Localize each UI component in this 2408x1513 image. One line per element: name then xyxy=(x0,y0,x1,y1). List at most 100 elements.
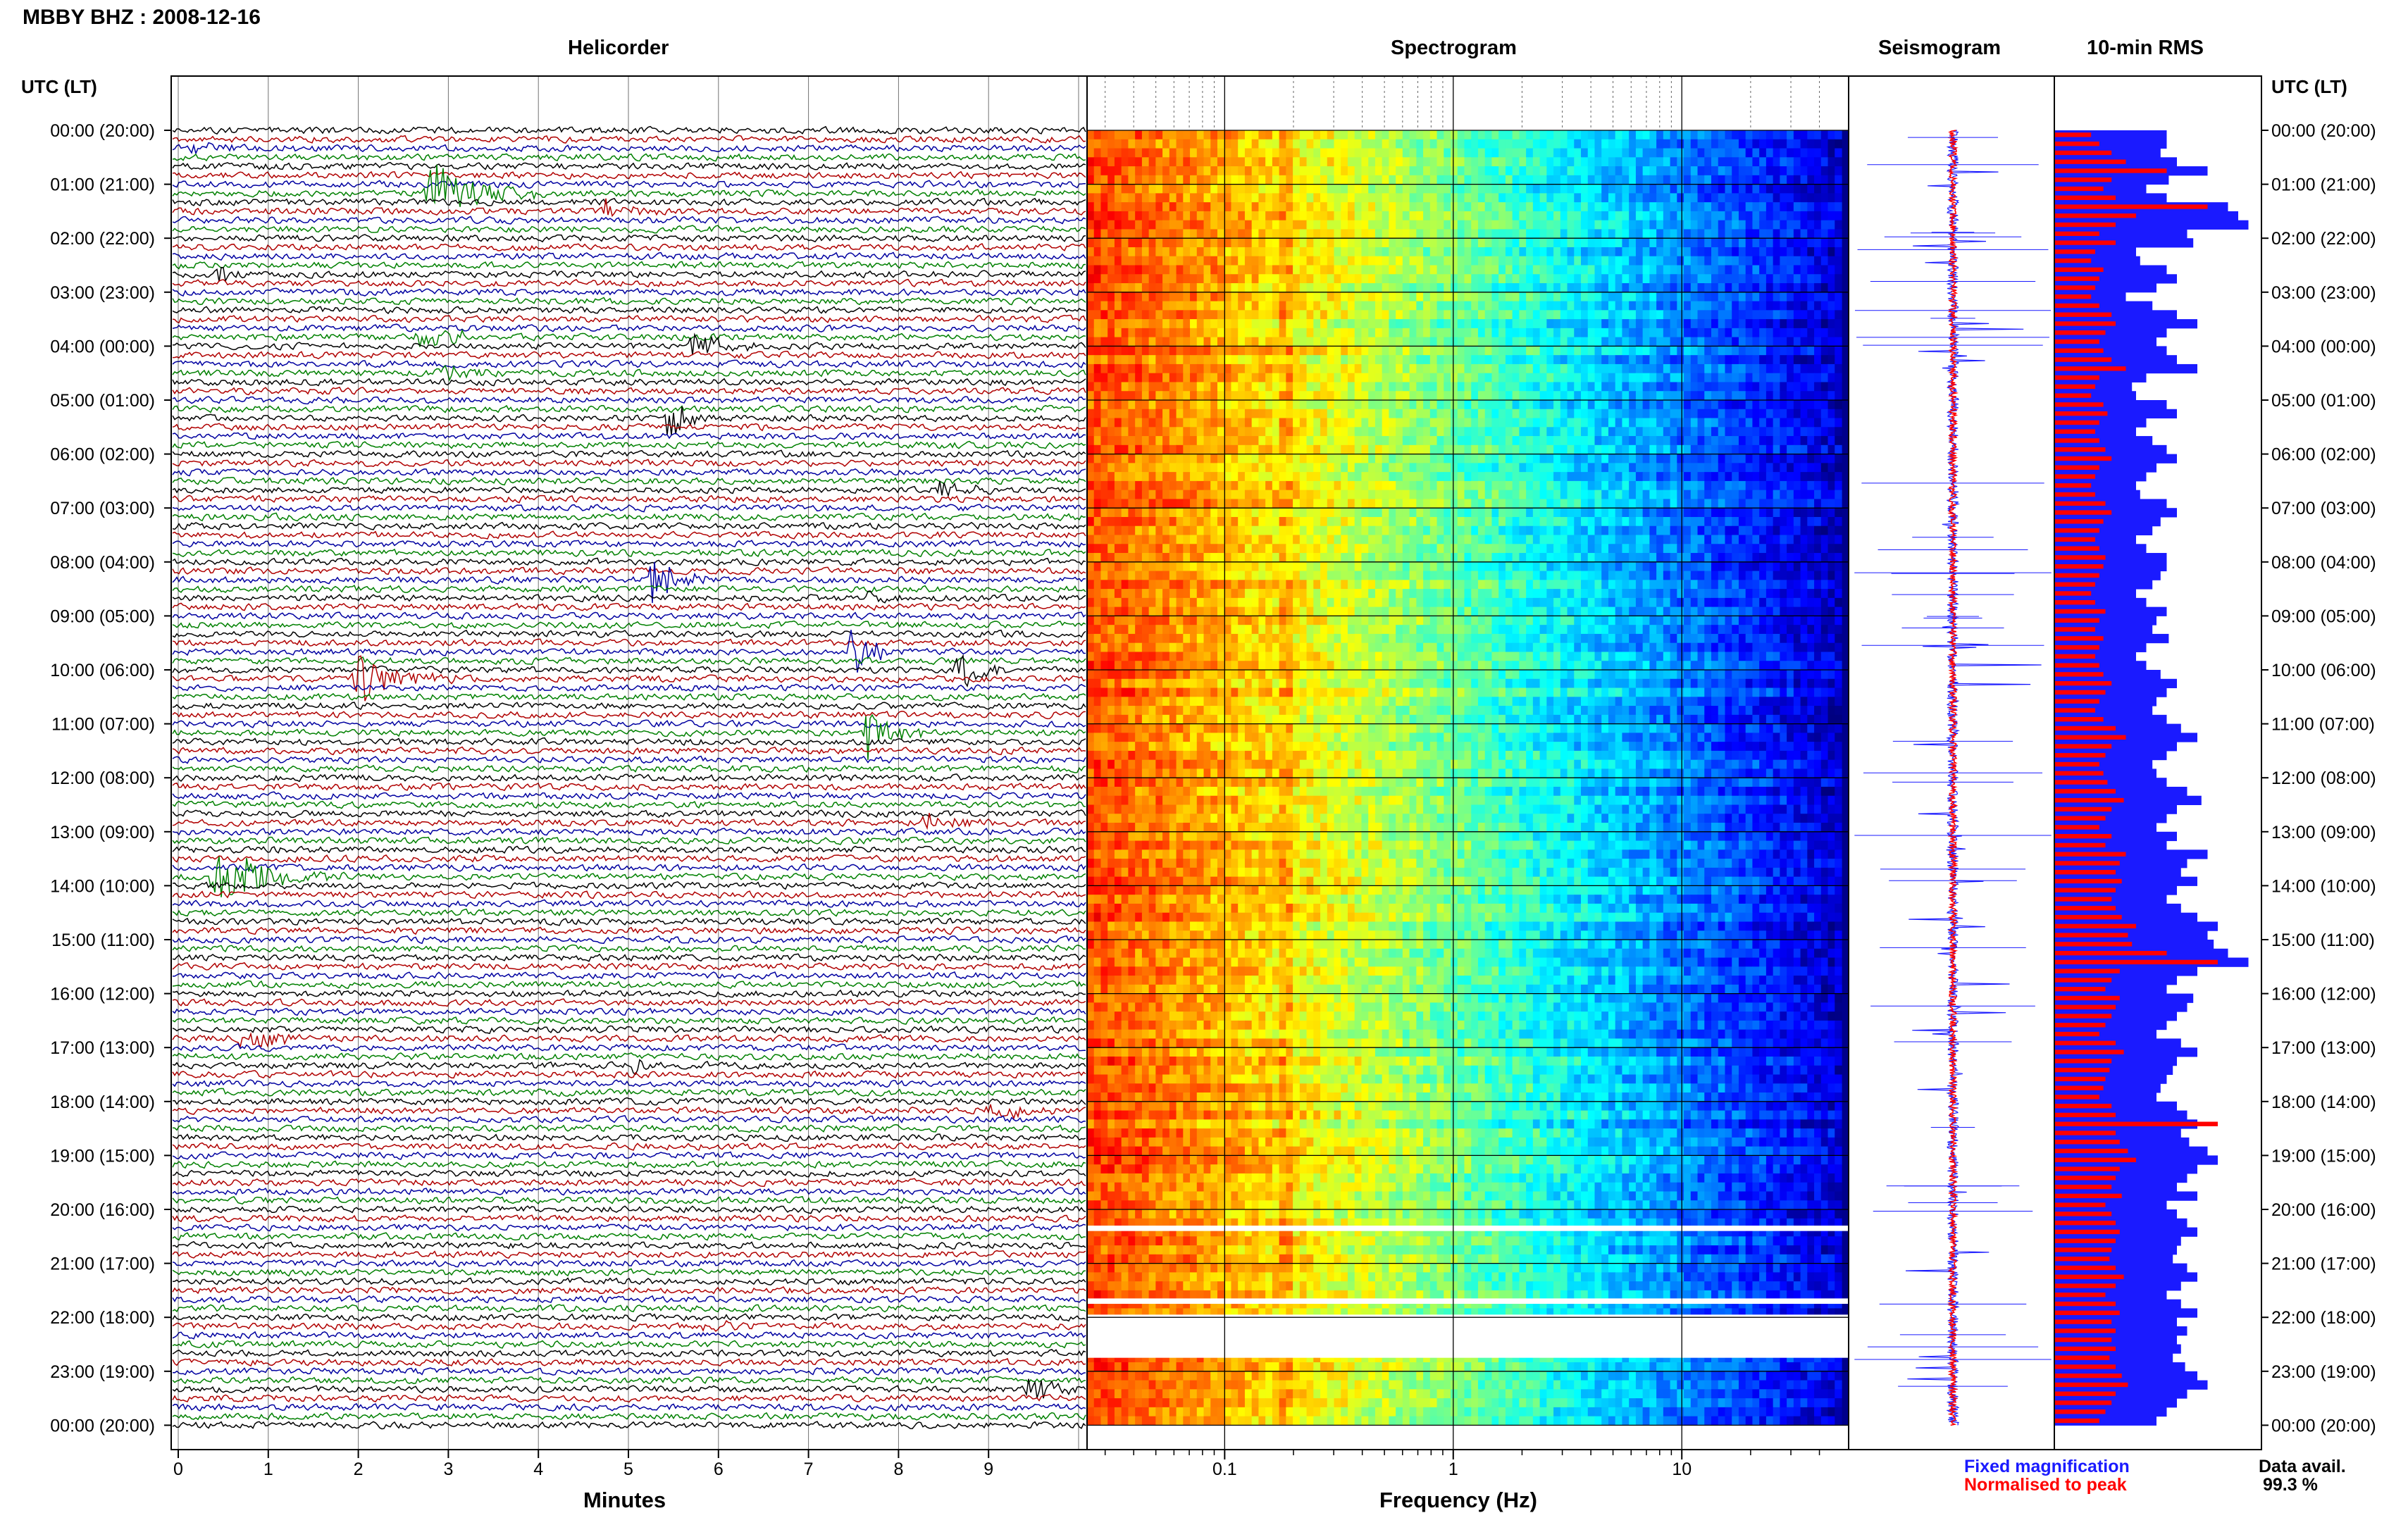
utc-tick-label-left: 10:00 (06:00) xyxy=(50,661,155,680)
rms-bar-normalised xyxy=(2054,1104,2111,1108)
rms-bar-normalised xyxy=(2054,1266,2116,1270)
rms-bar-normalised xyxy=(2054,708,2095,712)
rms-bar-normalised xyxy=(2054,1176,2116,1180)
rms-bar-normalised xyxy=(2054,1347,2116,1351)
rms-bar-normalised xyxy=(2054,483,2091,487)
rms-bar-normalised xyxy=(2054,1230,2120,1234)
utc-tick-label-right: 09:00 (05:00) xyxy=(2271,606,2376,626)
spectrogram-title: Spectrogram xyxy=(1391,37,1517,60)
utc-tick-label-right: 20:00 (16:00) xyxy=(2271,1200,2376,1220)
rms-bar-normalised xyxy=(2054,825,2099,829)
rms-bar-normalised xyxy=(2054,726,2116,730)
rms-bar-normalised xyxy=(2054,1275,2124,1279)
rms-bar-normalised xyxy=(2054,888,2116,892)
rms-bar-normalised xyxy=(2054,1364,2116,1369)
utc-tick-label-right: 06:00 (02:00) xyxy=(2271,445,2376,465)
utc-tick-label-left: 14:00 (10:00) xyxy=(50,876,155,896)
rms-bar-normalised xyxy=(2054,1050,2124,1054)
rms-bar-normalised xyxy=(2054,1338,2111,1342)
minutes-tick-label: 7 xyxy=(804,1459,814,1479)
rms-bar-normalised xyxy=(2054,492,2095,497)
data-avail-value: 99.3 % xyxy=(2263,1475,2318,1495)
rms-bar-normalised xyxy=(2054,466,2099,470)
rms-bar-normalised xyxy=(2054,385,2095,389)
rms-bar-normalised xyxy=(2054,762,2099,766)
rms-bar-normalised xyxy=(2054,502,2106,506)
rms-bar-normalised xyxy=(2054,573,2099,578)
utc-tick-label-right: 00:00 (20:00) xyxy=(2271,121,2376,141)
utc-tick-label-left: 22:00 (18:00) xyxy=(50,1308,155,1328)
rms-bar-normalised xyxy=(2054,1238,2116,1243)
utc-tick-label-left: 09:00 (05:00) xyxy=(50,606,155,626)
rms-bar-normalised xyxy=(2054,249,2095,254)
rms-bar-normalised xyxy=(2054,304,2099,308)
rms-bar-normalised xyxy=(2054,879,2122,883)
minutes-tick-label: 5 xyxy=(623,1459,633,1479)
frequency-tick-label: 0.1 xyxy=(1212,1459,1237,1479)
utc-tick-label-right: 19:00 (15:00) xyxy=(2271,1146,2376,1166)
rms-bar-normalised xyxy=(2054,870,2116,874)
rms-bar-normalised xyxy=(2054,771,2104,776)
rms-bar-normalised xyxy=(2054,349,2104,353)
utc-tick-label-right: 16:00 (12:00) xyxy=(2271,985,2376,1004)
rms-bar-normalised xyxy=(2054,366,2126,371)
utc-tick-label-left: 15:00 (11:00) xyxy=(51,930,155,950)
rms-bar-normalised xyxy=(2054,1302,2116,1306)
utc-tick-label-right: 21:00 (17:00) xyxy=(2271,1254,2376,1274)
rms-bar-normalised xyxy=(2054,1014,2111,1018)
rms-bar-normalised xyxy=(2054,960,2218,964)
utc-tick-label-left: 02:00 (22:00) xyxy=(50,229,155,249)
rms-bar-normalised xyxy=(2054,429,2095,433)
rms-bar-normalised xyxy=(2054,1023,2106,1027)
rms-bar-normalised xyxy=(2054,609,2106,614)
rms-bar-normalised xyxy=(2054,519,2104,523)
utc-tick-label-right: 15:00 (11:00) xyxy=(2271,930,2375,950)
minutes-tick-label: 4 xyxy=(533,1459,543,1479)
rms-bar-normalised xyxy=(2054,438,2099,442)
rms-bar-normalised xyxy=(2054,276,2099,280)
rms-bar-normalised xyxy=(2054,187,2104,191)
utc-tick-label-left: 03:00 (23:00) xyxy=(50,283,155,303)
utc-tick-label-right: 18:00 (14:00) xyxy=(2271,1092,2376,1112)
minutes-tick-label: 8 xyxy=(893,1459,903,1479)
minutes-tick-label: 1 xyxy=(263,1459,273,1479)
rms-bar-normalised xyxy=(2054,690,2106,695)
rms-bar-normalised xyxy=(2054,1122,2218,1126)
utc-tick-label-right: 17:00 (13:00) xyxy=(2271,1038,2376,1058)
rms-bar-normalised xyxy=(2054,583,2095,587)
rms-bar-normalised xyxy=(2054,789,2116,793)
rms-bar-normalised xyxy=(2054,1095,2099,1099)
rms-bar-normalised xyxy=(2054,321,2116,325)
minutes-tick-label: 9 xyxy=(983,1459,993,1479)
rms-bar-normalised xyxy=(2054,843,2106,847)
rms-bar-normalised xyxy=(2054,1149,2128,1153)
rms-bar-normalised xyxy=(2054,240,2116,244)
rms-bar-normalised xyxy=(2054,546,2099,550)
rms-bar-normalised xyxy=(2054,1185,2111,1189)
rms-bar-normalised xyxy=(2054,861,2120,865)
rms-bar-normalised xyxy=(2054,168,2167,173)
rms-bar-normalised xyxy=(2054,1383,2128,1387)
helicorder-title: Helicorder xyxy=(568,37,669,60)
rms-bar-normalised xyxy=(2054,978,2111,982)
legend-fixed-magnification: Fixed magnification xyxy=(1964,1457,2130,1477)
rms-bar-normalised xyxy=(2054,268,2104,272)
rms-bar-normalised xyxy=(2054,537,2095,542)
rms-bar-normalised xyxy=(2054,933,2128,937)
rms-bar-normalised xyxy=(2054,196,2116,200)
rms-bar-normalised xyxy=(2054,1077,2106,1081)
minutes-tick-label: 0 xyxy=(173,1459,183,1479)
utc-label-right: UTC (LT) xyxy=(2271,76,2347,98)
rms-bar-normalised xyxy=(2054,1419,2099,1423)
utc-tick-label-right: 22:00 (18:00) xyxy=(2271,1308,2376,1328)
rms-bar-normalised xyxy=(2054,915,2122,919)
rms-bar-normalised xyxy=(2054,474,2095,478)
rms-bar-normalised xyxy=(2054,421,2099,425)
rms-bar-normalised xyxy=(2054,159,2126,163)
rms-bar-normalised xyxy=(2054,942,2132,946)
frequency-axis-label: Frequency (Hz) xyxy=(1379,1488,1537,1513)
legend-normalised-to-peak: Normalised to peak xyxy=(1964,1475,2127,1495)
rms-bar-normalised xyxy=(2054,645,2099,649)
frequency-tick-label: 1 xyxy=(1448,1459,1458,1479)
utc-tick-label-left: 19:00 (15:00) xyxy=(50,1146,155,1166)
